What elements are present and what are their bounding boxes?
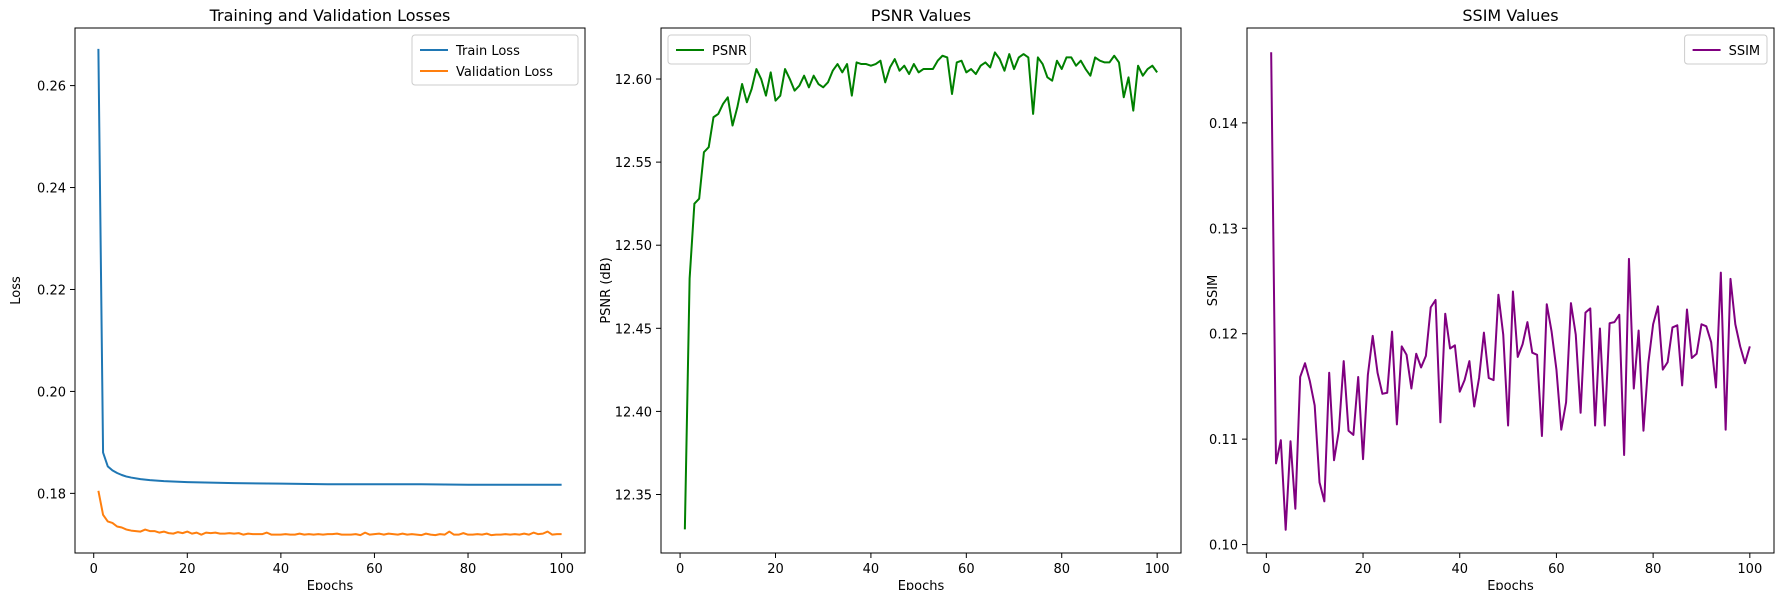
y-tick-label: 0.13 <box>1209 222 1238 237</box>
x-tick-label: 40 <box>273 562 290 577</box>
x-tick-label: 80 <box>460 562 477 577</box>
chart-2: PSNR Values 0 20 40 60 80 100 12.35 12.40 12.45 12… <box>599 6 1182 590</box>
legend-label: PSNR <box>712 44 747 59</box>
chart-title: PSNR Values <box>871 6 971 25</box>
x-axis-label: Epochs <box>898 579 945 590</box>
x-tick-label: 100 <box>1737 562 1762 577</box>
y-tick-label: 0.11 <box>1209 433 1238 448</box>
x-tick-label: 100 <box>549 562 574 577</box>
x-axis-label: Epochs <box>1487 579 1534 590</box>
series-line-validation-loss <box>97 490 562 537</box>
legend-box <box>667 34 751 65</box>
x-tick-label: 40 <box>863 562 880 577</box>
y-tick-label: 0.12 <box>1209 328 1238 343</box>
x-tick-label: 20 <box>767 562 784 577</box>
chart-3: SSIM Values 0 20 40 60 80 100 0.10 0.11 0.12 0.13 0… <box>1206 6 1775 590</box>
y-tick-label: 0.10 <box>1209 539 1238 554</box>
y-tick-label: 0.18 <box>37 487 66 502</box>
y-tick-label: 12.35 <box>615 489 652 504</box>
chart-title: SSIM Values <box>1462 6 1558 25</box>
series-line-train-loss <box>97 48 562 486</box>
x-tick-label: 80 <box>1645 562 1662 577</box>
y-axis-label: Loss <box>9 276 24 305</box>
x-tick-label: 0 <box>676 562 684 577</box>
y-tick-label: 0.22 <box>37 283 66 298</box>
y-tick-label: 12.45 <box>615 322 652 337</box>
x-tick-label: 80 <box>1053 562 1070 577</box>
x-tick-label: 60 <box>366 562 383 577</box>
x-axis-label: Epochs <box>307 579 354 590</box>
y-tick-label: 12.50 <box>615 239 652 254</box>
series-line-ssim <box>1270 52 1751 531</box>
y-tick-label: 12.60 <box>615 73 652 88</box>
legend-box <box>411 34 579 86</box>
y-tick-label: 12.40 <box>615 405 652 420</box>
legend: Train Loss Validation Loss <box>411 34 579 86</box>
y-axis-label: PSNR (dB) <box>599 257 614 323</box>
y-tick-label: 0.26 <box>37 80 66 95</box>
chart-1: Training and Validation Losses 0 20 40 60 80 1… <box>9 6 586 590</box>
x-tick-label: 60 <box>958 562 975 577</box>
legend-label: Train Loss <box>455 44 520 59</box>
x-tick-label: 20 <box>179 562 196 577</box>
y-tick-label: 12.55 <box>615 156 652 171</box>
legend: SSIM <box>1684 34 1768 65</box>
legend-label: Validation Loss <box>456 65 553 80</box>
y-tick-label: 0.14 <box>1209 117 1238 132</box>
chart-title: Training and Validation Losses <box>209 6 451 25</box>
x-tick-label: 100 <box>1145 562 1170 577</box>
axes-frame <box>660 27 1182 554</box>
y-tick-label: 0.20 <box>37 385 66 400</box>
legend-label: SSIM <box>1729 44 1761 59</box>
legend: PSNR <box>667 34 751 65</box>
axes-frame <box>1246 27 1775 554</box>
x-tick-label: 0 <box>1262 562 1270 577</box>
series-line-psnr <box>683 51 1158 530</box>
y-axis-label: SSIM <box>1206 275 1221 307</box>
axes-frame <box>74 27 586 554</box>
x-tick-label: 60 <box>1548 562 1565 577</box>
x-tick-label: 40 <box>1451 562 1468 577</box>
x-tick-label: 20 <box>1355 562 1372 577</box>
y-tick-label: 0.24 <box>37 182 66 197</box>
x-tick-label: 0 <box>90 562 98 577</box>
legend-box <box>1684 34 1768 65</box>
